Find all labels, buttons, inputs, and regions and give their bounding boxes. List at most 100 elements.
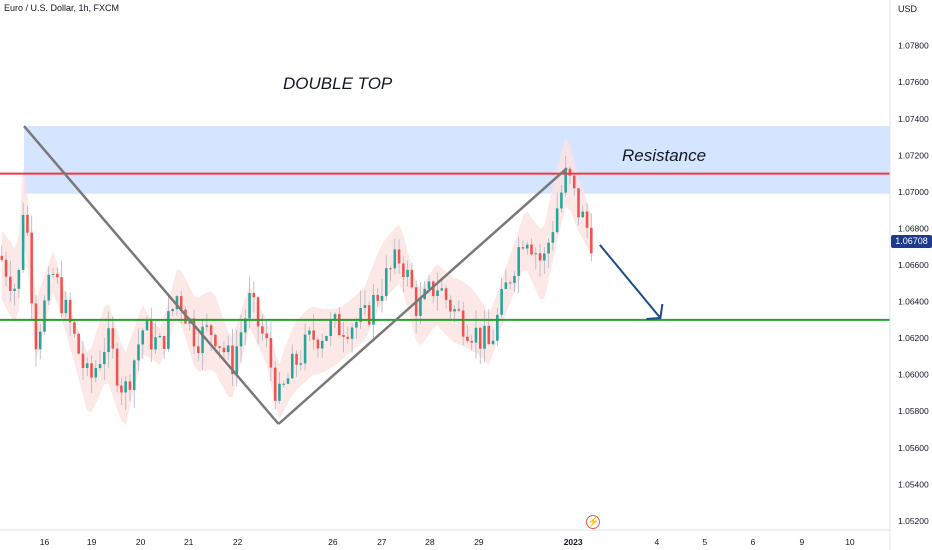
price-tick-label: 1.06600 [898, 260, 929, 270]
time-tick-label: 5 [703, 537, 708, 547]
candle-body [81, 353, 85, 369]
candle-body [303, 334, 307, 364]
candle-body [98, 364, 102, 369]
candle-body [286, 378, 290, 384]
candle-body [521, 247, 525, 249]
candle-body [478, 327, 482, 349]
candle-body [120, 385, 123, 393]
candle-body [60, 277, 63, 314]
candle-body [461, 310, 465, 337]
candle-body [350, 327, 354, 339]
symbol-title: Euro / U.S. Dollar, 1h, FXCM [4, 3, 120, 13]
candle-body [128, 381, 132, 390]
candle-body [94, 368, 98, 378]
candle-body [124, 381, 127, 393]
candle-body [205, 325, 209, 327]
candle-body [201, 326, 204, 353]
time-tick-label: 19 [87, 537, 97, 547]
current-price-tag: 1.06708 [891, 235, 932, 248]
candle-body [555, 208, 559, 233]
candle-body [115, 348, 119, 386]
candle-body [436, 290, 439, 297]
candle-body [141, 330, 145, 345]
candle-body [218, 346, 221, 348]
time-tick-label: 16 [40, 537, 50, 547]
candle-body [560, 192, 563, 209]
price-tick-label: 1.05800 [898, 406, 929, 416]
candle-body [179, 296, 183, 310]
candle-body [585, 211, 589, 228]
price-tick-label: 1.07400 [898, 114, 929, 124]
candle-body [226, 345, 230, 353]
candle-body [466, 336, 469, 341]
candle-body [342, 335, 345, 337]
time-tick-label: 22 [233, 537, 243, 547]
time-tick-label: 27 [377, 537, 387, 547]
candle-body [68, 299, 72, 323]
candle-body [393, 249, 397, 269]
candle-body [269, 338, 273, 368]
candle-body [261, 326, 264, 334]
candle-body [175, 296, 179, 310]
resistance-zone [24, 126, 890, 194]
candle-body [154, 337, 157, 350]
candle-body [34, 303, 38, 350]
price-tick-label: 1.07000 [898, 187, 929, 197]
candle-body [73, 322, 76, 334]
candle-body [500, 288, 503, 315]
candle-body [47, 274, 51, 301]
price-axis-unit: USD [898, 4, 918, 14]
candle-body [231, 345, 234, 375]
projection-arrow-head [646, 303, 664, 320]
candle-body [30, 232, 33, 304]
price-tick-label: 1.05600 [898, 443, 929, 453]
candle-body [534, 253, 538, 255]
candle-body [355, 321, 358, 328]
candle-body [312, 330, 315, 340]
candle-body [26, 214, 29, 233]
candle-body [299, 363, 303, 365]
candle-body [419, 299, 422, 316]
candle-body [384, 268, 388, 296]
candle-body [483, 325, 486, 349]
candle-body [504, 282, 508, 289]
price-tick-label: 1.05200 [898, 516, 929, 526]
candle-body [137, 344, 140, 361]
candle-body [474, 327, 478, 343]
flash-icon[interactable]: ⚡ [586, 515, 600, 529]
candle-body [235, 346, 239, 375]
candle-body [325, 336, 328, 341]
candle-body [239, 332, 243, 347]
candle-body [21, 214, 25, 271]
double-top-annotation: DOUBLE TOP [283, 74, 393, 93]
candle-body [56, 273, 59, 278]
candle-body [248, 293, 251, 319]
candle-body [222, 347, 226, 353]
price-tick-label: 1.07600 [898, 77, 929, 87]
candle-body [547, 242, 550, 254]
candle-body [513, 275, 516, 283]
price-tick-label: 1.05400 [898, 479, 929, 489]
candle-body [551, 232, 555, 243]
candle-body [145, 320, 149, 331]
candle-body [290, 353, 294, 379]
time-tick-label: 21 [184, 537, 194, 547]
volatility-band [1, 138, 592, 425]
candle-body [278, 383, 281, 401]
price-tick-label: 1.06800 [898, 223, 929, 233]
candle-body [538, 253, 542, 261]
time-tick-label: 9 [800, 537, 805, 547]
candle-body [444, 288, 448, 300]
candle-body [517, 247, 520, 276]
projection-arrow-shaft [599, 244, 662, 319]
candle-body [64, 299, 68, 314]
candle-body [282, 383, 286, 385]
time-tick-label: 6 [751, 537, 756, 547]
candle-body [372, 294, 375, 325]
candle-body [43, 300, 46, 332]
candle-body [590, 227, 593, 254]
candle-body [453, 309, 456, 312]
candle-body [440, 288, 444, 291]
candle-body [103, 352, 106, 365]
